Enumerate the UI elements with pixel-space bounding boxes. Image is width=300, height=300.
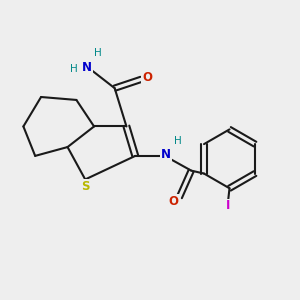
Text: O: O: [142, 71, 152, 84]
Text: I: I: [226, 200, 230, 212]
Text: N: N: [82, 61, 92, 74]
Text: H: H: [70, 64, 77, 74]
Text: S: S: [82, 180, 90, 193]
Text: N: N: [161, 148, 171, 161]
Text: H: H: [94, 48, 101, 58]
Text: O: O: [169, 195, 178, 208]
Text: H: H: [174, 136, 182, 146]
